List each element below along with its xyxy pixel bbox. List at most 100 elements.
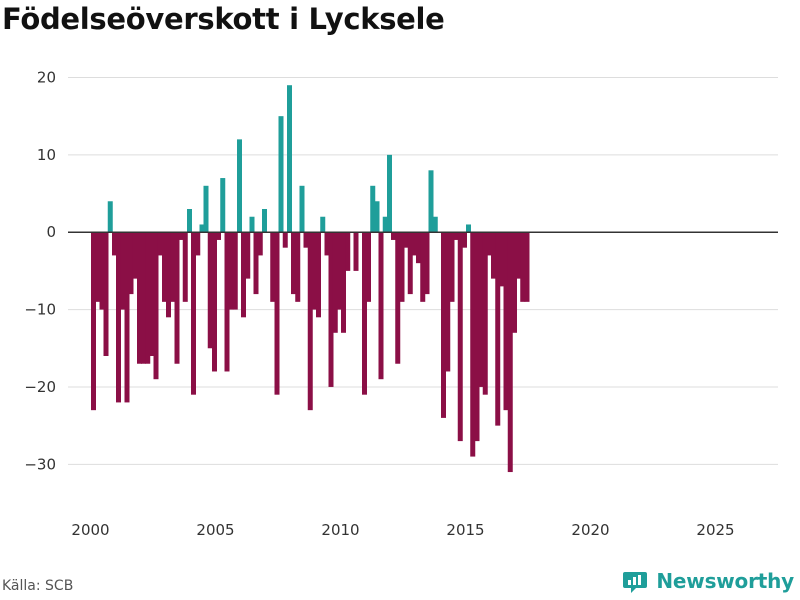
bar — [253, 232, 259, 295]
bar — [128, 232, 134, 295]
bar — [507, 232, 513, 473]
bar — [195, 232, 201, 256]
bar — [137, 232, 142, 364]
bar — [245, 232, 251, 279]
bar — [445, 232, 451, 372]
bar — [157, 232, 163, 256]
bar — [449, 232, 455, 302]
bar — [153, 232, 159, 380]
bar — [120, 232, 126, 310]
bar — [312, 232, 317, 310]
bar — [466, 224, 471, 233]
x-tick-label: 2000 — [71, 521, 109, 539]
bar — [499, 232, 505, 287]
bar — [287, 85, 292, 233]
bar — [391, 232, 396, 240]
bar — [366, 232, 371, 302]
bar — [503, 232, 509, 411]
bar — [212, 232, 217, 372]
x-tick-label: 2010 — [321, 521, 359, 539]
bar — [141, 232, 146, 364]
bar — [149, 232, 155, 356]
bar — [191, 232, 196, 395]
bar — [320, 216, 326, 233]
bar — [324, 232, 330, 256]
bar — [470, 232, 476, 457]
y-tick-label: 10 — [37, 146, 56, 164]
bar — [282, 232, 288, 248]
bar — [166, 232, 171, 318]
bar — [216, 232, 221, 240]
grid-lines — [68, 76, 778, 465]
bar — [395, 232, 401, 364]
bar — [132, 232, 138, 279]
bar — [278, 116, 284, 233]
bar — [353, 232, 359, 271]
bar — [237, 139, 242, 233]
x-tick-label: 2015 — [446, 521, 484, 539]
x-tick-label: 2020 — [571, 521, 609, 539]
bar — [378, 232, 384, 380]
bar — [362, 232, 367, 395]
y-tick-label: −30 — [24, 455, 56, 473]
bar — [520, 232, 526, 302]
bar — [512, 232, 517, 333]
brand-logo[interactable]: Newsworthy — [622, 568, 794, 594]
y-tick-label: −10 — [24, 301, 56, 319]
bar — [382, 216, 388, 233]
bar — [478, 232, 484, 387]
bar — [524, 232, 530, 302]
bar — [462, 232, 467, 248]
bar — [341, 232, 346, 333]
bar — [370, 185, 376, 233]
bar — [232, 232, 238, 310]
bar — [295, 232, 301, 302]
bar — [220, 178, 226, 233]
bar — [199, 224, 205, 233]
bar — [203, 185, 209, 233]
chart-title: Födelseöverskott i Lycksele — [2, 2, 445, 36]
bar — [432, 216, 438, 233]
bar — [337, 232, 342, 310]
bar — [145, 232, 151, 364]
bar — [262, 209, 267, 233]
bar — [187, 209, 192, 233]
bar — [103, 232, 109, 356]
bar — [387, 154, 392, 233]
bar — [328, 232, 334, 387]
bar — [174, 232, 180, 364]
bar — [270, 232, 276, 302]
bar — [487, 232, 492, 256]
y-tick-label: 20 — [37, 68, 56, 86]
bar-series — [91, 85, 530, 473]
bar — [182, 232, 188, 302]
bar — [403, 232, 409, 248]
bar — [162, 232, 167, 302]
bar — [124, 232, 130, 403]
bar — [374, 201, 380, 233]
bar — [516, 232, 521, 279]
x-tick-label: 2005 — [196, 521, 234, 539]
brand-name: Newsworthy — [656, 569, 794, 593]
bar — [316, 232, 321, 318]
bar — [291, 232, 296, 295]
bar — [420, 232, 426, 302]
bar — [416, 232, 421, 264]
newsworthy-logo-icon — [623, 572, 648, 593]
bar — [207, 232, 213, 349]
bar — [303, 232, 309, 248]
bar — [491, 232, 496, 279]
bar — [482, 232, 488, 395]
bar — [107, 201, 113, 233]
bar — [474, 232, 480, 442]
bar — [241, 232, 246, 318]
bar — [274, 232, 280, 395]
bar — [116, 232, 121, 403]
y-tick-label: 0 — [46, 223, 56, 241]
x-tick-label: 2025 — [696, 521, 734, 539]
bar — [412, 232, 417, 256]
bar — [257, 232, 263, 256]
bar — [224, 232, 230, 372]
